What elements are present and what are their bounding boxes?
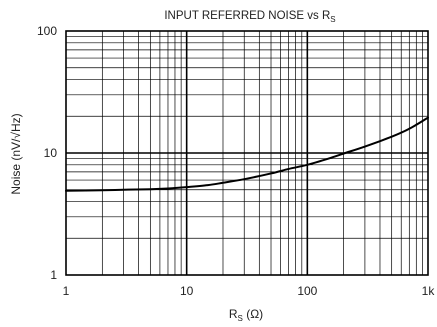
plot-frame <box>65 30 429 276</box>
x-tick-labels: 1 10 100 1k <box>63 284 436 298</box>
chart-title-main: INPUT REFERRED NOISE vs R <box>164 10 330 22</box>
y-tick-labels: 1 10 100 <box>37 24 57 282</box>
x-axis-label-unit: (Ω) <box>243 307 263 321</box>
x-tick-label: 100 <box>297 284 317 298</box>
y-tick-label: 1 <box>50 268 57 282</box>
y-tick-label: 100 <box>37 24 57 38</box>
x-tick-label: 1k <box>422 284 436 298</box>
noise-curve-series-0 <box>65 116 429 192</box>
chart-title: INPUT REFERRED NOISE vs RS <box>164 10 335 24</box>
series-layer <box>65 116 429 192</box>
x-axis-label-main: R <box>229 307 238 321</box>
chart-title-subscript: S <box>330 15 335 24</box>
y-tick-label: 10 <box>44 146 58 160</box>
x-tick-label: 10 <box>180 284 194 298</box>
x-axis-label-subscript: S <box>238 314 243 323</box>
x-axis-label: RS (Ω) <box>229 307 263 323</box>
y-axis-label: Noise (nV/√Hz) <box>9 113 23 194</box>
x-tick-label: 1 <box>63 284 70 298</box>
major-grid <box>66 31 428 275</box>
